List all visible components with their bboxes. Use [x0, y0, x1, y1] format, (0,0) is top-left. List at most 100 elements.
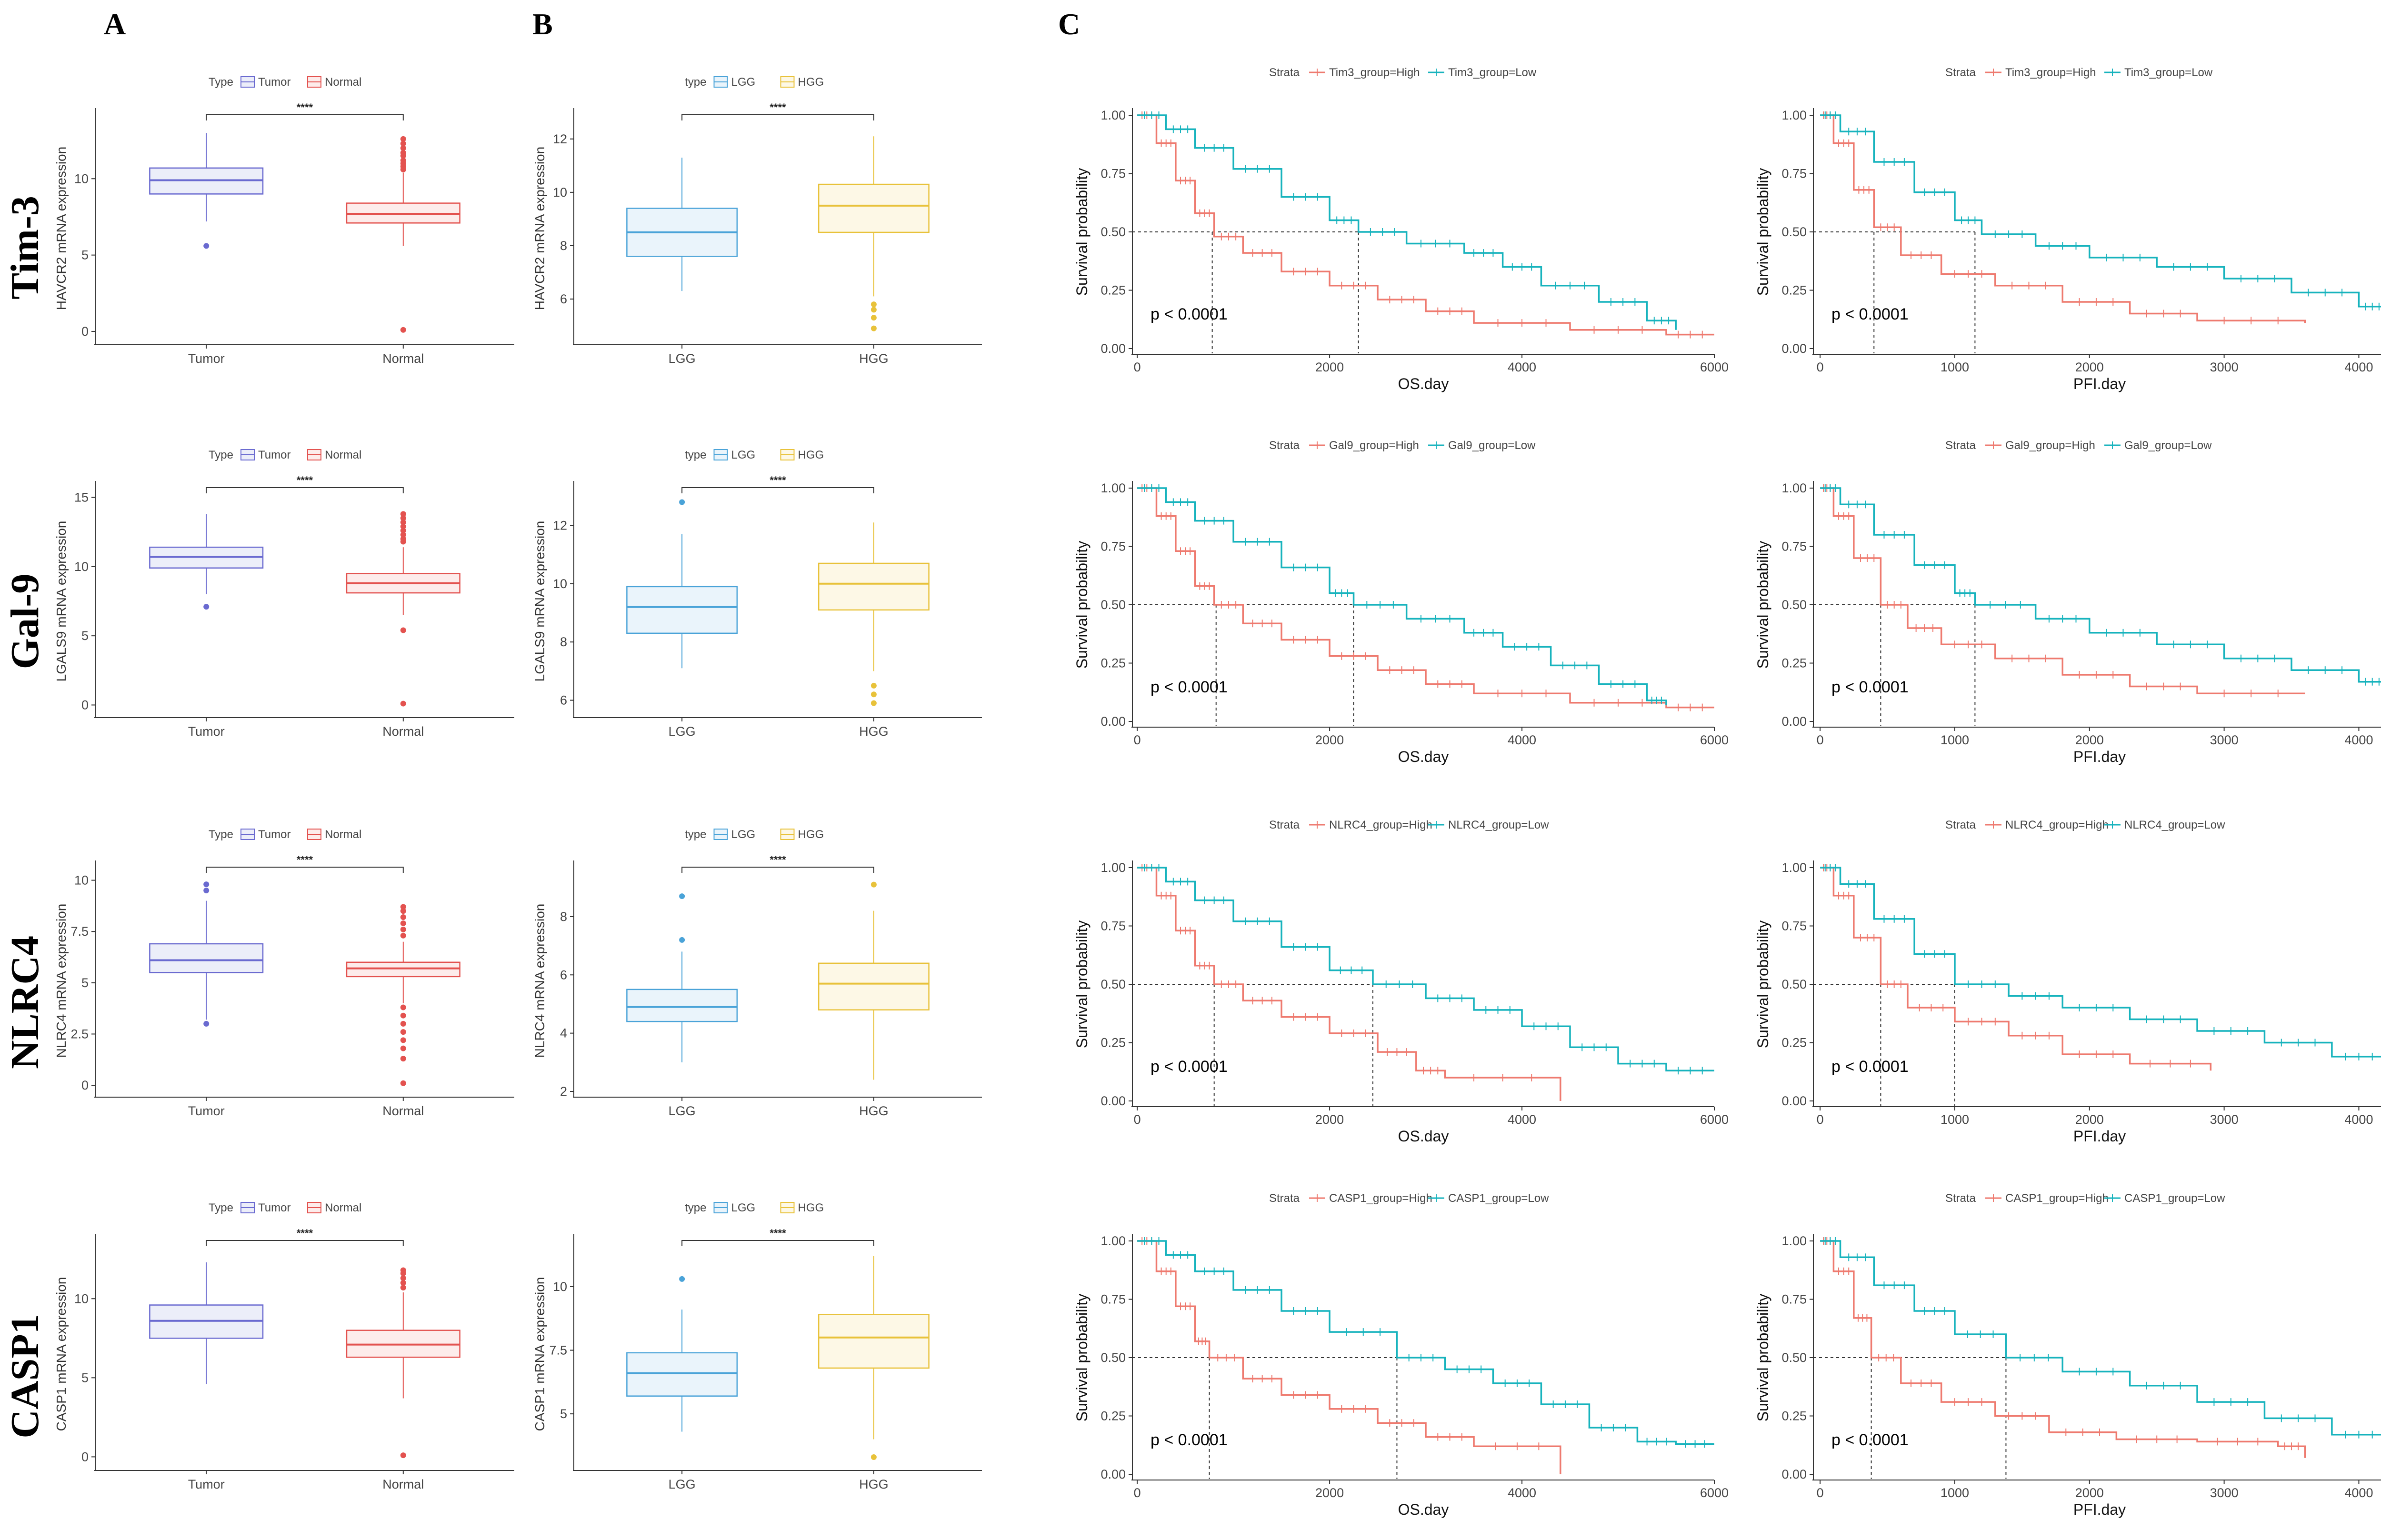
km-plot-pfiday-gal9: Strata Gal9_group=High Gal9_group=Low 0.00 0…: [1754, 439, 2381, 765]
legend-label: NLRC4_group=High: [2005, 819, 2109, 831]
y-axis-title: Survival probability: [1754, 1294, 1771, 1422]
legend: Strata CASP1_group=High CASP1_group=Low: [1945, 1192, 2225, 1205]
x-tick-label: Tumor: [188, 351, 225, 366]
y-axis-title: HAVCR2 mRNA expression: [54, 147, 69, 310]
outlier-point: [400, 1452, 406, 1459]
y-tick-label: 5: [81, 1370, 89, 1385]
y-tick-label: 0.50: [1781, 977, 1807, 991]
box-hgg: [818, 881, 930, 1080]
outlier-point: [400, 536, 406, 542]
box-tumor: [149, 133, 264, 249]
x-tick-label: LGG: [669, 351, 696, 366]
survival-curve-high: [1137, 484, 1714, 711]
charts-layer: Type Tumor Normal 0 5 10 HAVCR2 mRNA expressio…: [54, 66, 2381, 1518]
legend-label: LGG: [731, 76, 756, 89]
x-tick-label: LGG: [669, 1104, 696, 1118]
survival-step-line: [1137, 487, 1667, 705]
legend-label: HGG: [798, 828, 824, 841]
outlier-point: [400, 904, 406, 910]
panel-letter-a: A: [104, 7, 126, 41]
outlier-point: [400, 932, 406, 939]
p-value-label: p < 0.0001: [1150, 1431, 1228, 1449]
y-tick-label: 0.75: [1100, 540, 1126, 554]
legend: Type Tumor Normal: [209, 76, 361, 89]
x-tick-label: 2000: [2075, 360, 2104, 374]
y-axis-title: HAVCR2 mRNA expression: [532, 147, 547, 310]
outlier-point: [400, 145, 406, 151]
legend-label: Tim3_group=Low: [2124, 66, 2213, 79]
y-tick-label: 0.75: [1100, 1292, 1126, 1307]
y-axis-title: Survival probability: [1754, 541, 1771, 669]
x-tick-label: 4000: [2344, 360, 2373, 374]
y-tick-label: 4: [560, 1026, 567, 1040]
panel-letter-c: C: [1058, 7, 1080, 41]
legend: Strata NLRC4_group=High NLRC4_group=Low: [1945, 819, 2225, 831]
y-tick-label: 10: [74, 171, 89, 186]
y-tick-label: 10: [74, 560, 89, 574]
significance-label: ****: [297, 101, 313, 113]
y-tick-label: 0.25: [1781, 283, 1807, 298]
significance-label: ****: [770, 1227, 786, 1239]
box-lgg: [626, 1276, 738, 1432]
legend-title: Strata: [1945, 819, 1976, 831]
legend-label: CASP1_group=High: [2005, 1192, 2109, 1205]
legend-title: type: [685, 449, 706, 461]
legend-title: Type: [209, 1201, 233, 1214]
box-normal: [346, 1267, 460, 1459]
legend: Strata Gal9_group=High Gal9_group=Low: [1269, 439, 1536, 452]
outlier-point: [400, 1285, 406, 1290]
box-lgg: [626, 893, 738, 1062]
boxplot-b-casp1: type LGG HGG 5 7.5 10 CASP1 mRNA expression LGG…: [532, 1201, 982, 1491]
box-normal: [346, 136, 460, 333]
x-tick-label: LGG: [669, 724, 696, 739]
x-tick-label: 0: [1134, 733, 1141, 747]
legend-label: Normal: [325, 828, 361, 841]
survival-step-line: [1137, 114, 1677, 330]
y-tick-label: 5: [81, 629, 89, 643]
km-plot-osday-casp1: Strata CASP1_group=High CASP1_group=Low 0.0…: [1073, 1192, 1729, 1518]
x-tick-label: HGG: [859, 724, 889, 739]
legend-label: NLRC4_group=Low: [1448, 819, 1549, 831]
legend: Strata NLRC4_group=High NLRC4_group=Low: [1269, 819, 1549, 831]
legend: Type Tumor Normal: [209, 1201, 361, 1214]
legend: Strata CASP1_group=High CASP1_group=Low: [1269, 1192, 1549, 1205]
outlier-point: [870, 301, 877, 308]
p-value-label: p < 0.0001: [1150, 305, 1228, 323]
y-tick-label: 1.00: [1781, 1234, 1807, 1248]
outlier-point: [400, 523, 406, 530]
x-tick-label: 4000: [2344, 733, 2373, 747]
x-tick-label: 4000: [1508, 733, 1536, 747]
x-tick-label: 6000: [1700, 360, 1729, 374]
legend-label: HGG: [798, 449, 824, 461]
y-tick-label: 0.00: [1781, 1467, 1807, 1481]
x-tick-label: 0: [1817, 360, 1824, 374]
x-tick-label: 3000: [2210, 733, 2239, 747]
x-axis-title: PFI.day: [2073, 1128, 2126, 1145]
y-tick-label: 0: [81, 1450, 89, 1464]
significance-bracket: [681, 1240, 874, 1246]
p-value-label: p < 0.0001: [1831, 1058, 1909, 1076]
legend-label: Tumor: [258, 76, 290, 89]
outlier-point: [400, 1004, 406, 1010]
y-tick-label: 10: [74, 1291, 89, 1306]
outlier-point: [400, 1037, 406, 1043]
y-tick-label: 0.50: [1100, 977, 1126, 991]
x-tick-label: 2000: [2075, 1112, 2104, 1127]
y-tick-label: 0.75: [1781, 167, 1807, 181]
outlier-point: [679, 499, 685, 505]
x-tick-label: 1000: [1941, 733, 1969, 747]
y-tick-label: 1.00: [1100, 1234, 1126, 1248]
outlier-point: [400, 700, 406, 707]
box-hgg: [818, 136, 930, 331]
legend-label: Tumor: [258, 1201, 290, 1214]
iqr-box: [626, 586, 738, 634]
legend-label: Gal9_group=Low: [2124, 439, 2212, 452]
boxplot-b-nlrc4: type LGG HGG 2 4 6 8 NLRC4 mRNA expression LGG HG…: [532, 828, 982, 1118]
iqr-box: [818, 1314, 930, 1369]
y-tick-label: 0.00: [1100, 341, 1126, 356]
p-value-label: p < 0.0001: [1150, 678, 1228, 696]
x-axis-title: OS.day: [1398, 1128, 1449, 1145]
boxplot-b-tim3: type LGG HGG 6 8 10 12 HAVCR2 mRNA expression LG…: [532, 76, 982, 366]
box-hgg: [818, 1256, 930, 1460]
x-tick-label: Normal: [382, 724, 424, 739]
